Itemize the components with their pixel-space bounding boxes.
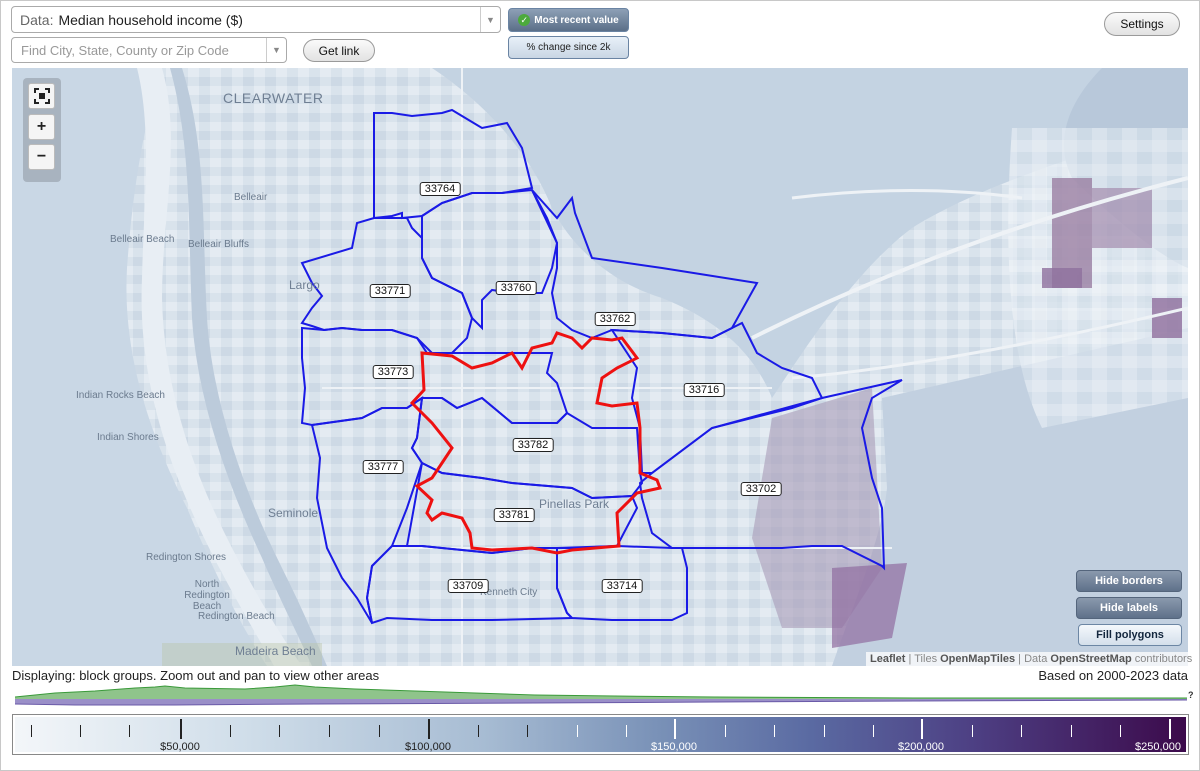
fill-polygons-button[interactable]: Fill polygons bbox=[1078, 624, 1182, 646]
openstreetmap-link[interactable]: OpenStreetMap bbox=[1050, 653, 1132, 665]
chevron-down-icon[interactable]: ▼ bbox=[266, 38, 286, 62]
openmaptiles-link[interactable]: OpenMapTiles bbox=[940, 653, 1016, 665]
hide-borders-button[interactable]: Hide borders bbox=[1076, 570, 1182, 592]
legend-minor-tick bbox=[230, 725, 231, 737]
legend-minor-tick bbox=[527, 725, 528, 737]
legend-minor-tick bbox=[824, 725, 825, 737]
place-label-north-redington: North Redington Beach bbox=[184, 579, 230, 612]
zip-label[interactable]: 33760 bbox=[495, 281, 537, 295]
legend-minor-tick bbox=[577, 725, 578, 737]
zip-label[interactable]: 33709 bbox=[447, 579, 489, 593]
legend-minor-tick bbox=[1021, 725, 1022, 737]
place-label-indian-shores: Indian Shores bbox=[97, 432, 159, 443]
data-select-value: Median household income ($) bbox=[58, 11, 243, 28]
legend-label: $200,000 bbox=[898, 741, 944, 753]
most-recent-toggle[interactable]: ✓ Most recent value bbox=[508, 8, 629, 32]
legend-major-tick bbox=[674, 719, 676, 739]
chevron-down-icon[interactable]: ▼ bbox=[480, 7, 500, 32]
legend-minor-tick bbox=[1120, 725, 1121, 737]
place-label-kenneth-city: Kenneth City bbox=[480, 587, 538, 598]
hide-labels-button[interactable]: Hide labels bbox=[1076, 597, 1182, 619]
zoom-out-button[interactable]: − bbox=[28, 144, 55, 170]
data-select-label: Data: bbox=[20, 11, 54, 28]
legend-minor-tick bbox=[329, 725, 330, 737]
zip-label[interactable]: 33777 bbox=[362, 460, 404, 474]
search-input[interactable] bbox=[21, 42, 261, 58]
legend-minor-tick bbox=[1071, 725, 1072, 737]
legend-major-tick bbox=[180, 719, 182, 739]
place-label-seminole: Seminole bbox=[268, 506, 319, 520]
status-text: Displaying: block groups. Zoom out and p… bbox=[12, 668, 380, 683]
zoom-in-button[interactable]: + bbox=[28, 114, 55, 140]
legend-minor-tick bbox=[31, 725, 32, 737]
settings-button[interactable]: Settings bbox=[1104, 12, 1180, 36]
place-label-madeira: Madeira Beach bbox=[235, 644, 316, 658]
place-label-belleair: Belleair bbox=[234, 192, 268, 203]
leaflet-link[interactable]: Leaflet bbox=[870, 653, 906, 665]
legend-label: $250,000 bbox=[1135, 741, 1181, 753]
contributors-text: contributors bbox=[1134, 653, 1193, 665]
color-legend: $50,000 $100,000 $150,000 $200,000 $250,… bbox=[12, 714, 1189, 755]
check-icon: ✓ bbox=[518, 14, 531, 26]
zip-label[interactable]: 33714 bbox=[601, 579, 643, 593]
legend-minor-tick bbox=[725, 725, 726, 737]
legend-minor-tick bbox=[774, 725, 775, 737]
zip-label[interactable]: 33781 bbox=[493, 508, 535, 522]
map-attribution: Leaflet | Tiles OpenMapTiles | Data Open… bbox=[866, 652, 1192, 666]
place-label-largo: Largo bbox=[289, 278, 320, 292]
place-label-belleair-beach: Belleair Beach bbox=[110, 234, 175, 245]
legend-minor-tick bbox=[279, 725, 280, 737]
zip-label[interactable]: 33771 bbox=[369, 284, 411, 298]
search-box[interactable]: ▼ bbox=[11, 37, 287, 63]
zoom-control: + − bbox=[23, 78, 61, 182]
tiles-prefix: | Tiles bbox=[908, 653, 938, 665]
get-link-button[interactable]: Get link bbox=[303, 39, 375, 62]
place-label-redington-beach: Redington Beach bbox=[198, 611, 275, 622]
legend-minor-tick bbox=[873, 725, 874, 737]
legend-minor-tick bbox=[626, 725, 627, 737]
legend-minor-tick bbox=[478, 725, 479, 737]
zip-label[interactable]: 33773 bbox=[372, 365, 414, 379]
zip-label[interactable]: 33764 bbox=[419, 182, 461, 196]
map-canvas bbox=[12, 68, 1188, 666]
place-label-indian-rocks: Indian Rocks Beach bbox=[76, 390, 165, 401]
legend-label: $50,000 bbox=[160, 741, 200, 753]
data-range-text: Based on 2000-2023 data bbox=[1038, 668, 1188, 683]
pct-change-toggle[interactable]: % change since 2k bbox=[508, 36, 629, 59]
distribution-histogram bbox=[15, 684, 1187, 706]
fullscreen-icon[interactable] bbox=[28, 83, 55, 109]
place-label-redington-shores: Redington Shores bbox=[146, 552, 227, 563]
most-recent-label: Most recent value bbox=[534, 14, 619, 26]
legend-label: $100,000 bbox=[405, 741, 451, 753]
place-label-pinellas-park: Pinellas Park bbox=[539, 497, 610, 511]
data-select[interactable]: Data: Median household income ($) ▼ bbox=[11, 6, 501, 33]
map-view[interactable]: CLEARWATER Belleair Belleair Beach Belle… bbox=[12, 68, 1188, 666]
legend-major-tick bbox=[428, 719, 430, 739]
legend-minor-tick bbox=[379, 725, 380, 737]
data-prefix: | Data bbox=[1018, 653, 1048, 665]
legend-major-tick bbox=[1169, 719, 1171, 739]
legend-minor-tick bbox=[80, 725, 81, 737]
legend-gradient bbox=[15, 717, 1186, 752]
place-label-clearwater: CLEARWATER bbox=[223, 90, 324, 106]
zip-label[interactable]: 33702 bbox=[740, 482, 782, 496]
legend-minor-tick bbox=[129, 725, 130, 737]
zip-label[interactable]: 33782 bbox=[512, 438, 554, 452]
legend-minor-tick bbox=[972, 725, 973, 737]
place-label-belleair-bluffs: Belleair Bluffs bbox=[188, 239, 249, 250]
histogram-help-icon[interactable]: ? bbox=[1188, 690, 1194, 700]
zip-label[interactable]: 33716 bbox=[683, 383, 725, 397]
zip-label[interactable]: 33762 bbox=[594, 312, 636, 326]
legend-label: $150,000 bbox=[651, 741, 697, 753]
fullscreen-glyph bbox=[33, 88, 50, 104]
legend-major-tick bbox=[921, 719, 923, 739]
